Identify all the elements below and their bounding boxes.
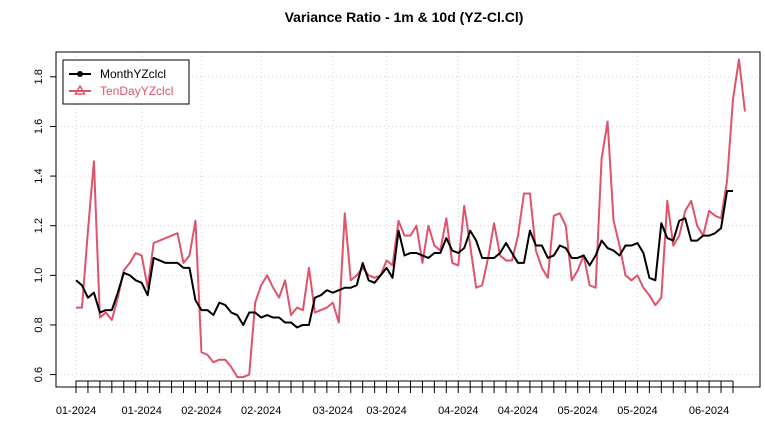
x-tick-label: 01-2024	[56, 405, 96, 417]
series-line-TenDayYZclcl	[76, 58, 746, 379]
y-tick-label: 1.6	[33, 119, 45, 134]
x-tick-label: 05-2024	[617, 405, 657, 417]
y-tick-label: 0.6	[33, 367, 45, 382]
x-tick-label: 02-2024	[241, 405, 281, 417]
y-tick-label: 1.2	[33, 218, 45, 233]
x-axis: 01-2024 01-2024 02-2024 02-2024 03-2024 03-20…	[56, 380, 734, 417]
series-line-MonthYZclcl	[75, 189, 733, 329]
legend-box	[62, 59, 190, 105]
chart-title: Variance Ratio - 1m & 10d (YZ-Cl.Cl)	[285, 9, 524, 25]
x-tick-label: 03-2024	[366, 405, 406, 417]
legend: MonthYZclcl TenDayYZclcl	[62, 59, 190, 105]
x-tick-label: 04-2024	[438, 405, 478, 417]
plot-frame	[55, 51, 761, 388]
grid	[56, 52, 760, 387]
y-tick-label: 0.8	[33, 317, 45, 332]
x-tick-label: 03-2024	[313, 405, 353, 417]
x-tick-label: 01-2024	[122, 405, 162, 417]
y-axis: 0.6 0.8 1.0 1.2 1.4 1.6 1.8	[33, 69, 56, 382]
x-tick-label: 06-2024	[689, 405, 729, 417]
legend-label-month: MonthYZclcl	[100, 67, 166, 81]
x-tick-label: 04-2024	[498, 405, 538, 417]
y-tick-label: 1.4	[33, 168, 45, 183]
y-tick-label: 1.0	[33, 268, 45, 283]
legend-marker-tenday	[74, 84, 86, 95]
legend-label-tenday: TenDayYZclcl	[100, 84, 173, 98]
y-tick-label: 1.8	[33, 69, 45, 84]
x-tick-label: 02-2024	[181, 405, 221, 417]
legend-marker-month	[77, 71, 83, 77]
x-tick-label: 05-2024	[558, 405, 598, 417]
series-layer	[75, 58, 746, 379]
